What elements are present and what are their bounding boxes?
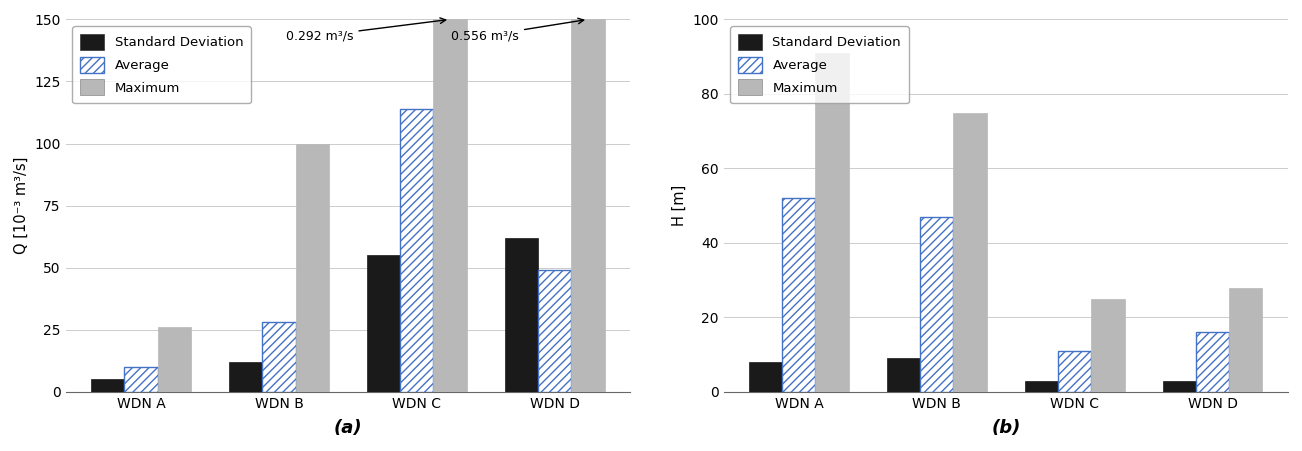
Bar bbox=[434, 19, 466, 392]
Text: 0.556 m³/s: 0.556 m³/s bbox=[452, 18, 583, 42]
Bar bbox=[400, 109, 434, 392]
Y-axis label: H [m]: H [m] bbox=[672, 185, 687, 226]
Bar bbox=[815, 53, 849, 392]
Bar bbox=[263, 322, 296, 392]
Bar bbox=[1229, 288, 1263, 392]
Bar bbox=[921, 217, 953, 392]
Bar bbox=[783, 198, 815, 392]
Text: 0.292 m³/s: 0.292 m³/s bbox=[286, 18, 445, 42]
Y-axis label: Q [10⁻³ m³/s]: Q [10⁻³ m³/s] bbox=[14, 157, 29, 254]
X-axis label: (b): (b) bbox=[991, 419, 1021, 437]
Bar bbox=[953, 112, 987, 392]
Bar bbox=[1197, 332, 1229, 392]
Bar bbox=[572, 19, 604, 392]
Bar bbox=[229, 362, 263, 392]
Bar bbox=[749, 362, 783, 392]
Legend: Standard Deviation, Average, Maximum: Standard Deviation, Average, Maximum bbox=[730, 26, 909, 103]
Bar bbox=[158, 327, 190, 392]
Bar bbox=[1163, 381, 1197, 392]
Bar bbox=[125, 367, 158, 392]
Bar bbox=[1091, 299, 1125, 392]
Bar bbox=[887, 359, 921, 392]
Bar bbox=[367, 255, 400, 392]
Bar bbox=[1025, 381, 1059, 392]
Bar bbox=[505, 238, 538, 392]
Legend: Standard Deviation, Average, Maximum: Standard Deviation, Average, Maximum bbox=[73, 26, 251, 103]
Bar bbox=[296, 143, 328, 392]
Bar bbox=[91, 379, 125, 392]
Bar bbox=[1059, 351, 1091, 392]
X-axis label: (a): (a) bbox=[333, 419, 362, 437]
Bar bbox=[538, 270, 572, 392]
